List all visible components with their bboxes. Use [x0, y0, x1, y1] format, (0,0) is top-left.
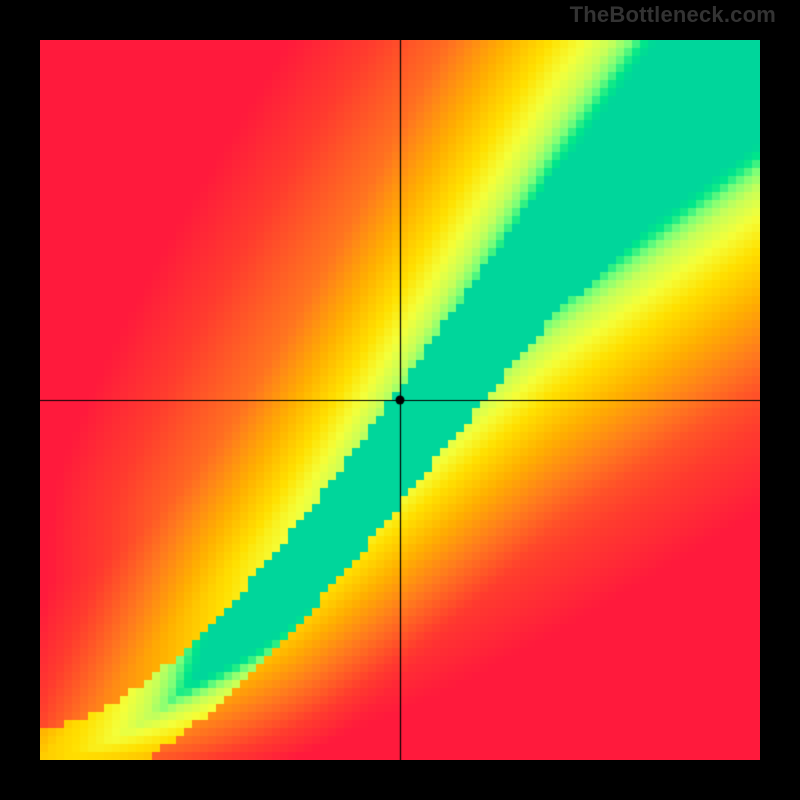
- chart-container: TheBottleneck.com: [0, 0, 800, 800]
- watermark: TheBottleneck.com: [570, 2, 776, 28]
- bottleneck-heatmap: [40, 40, 760, 760]
